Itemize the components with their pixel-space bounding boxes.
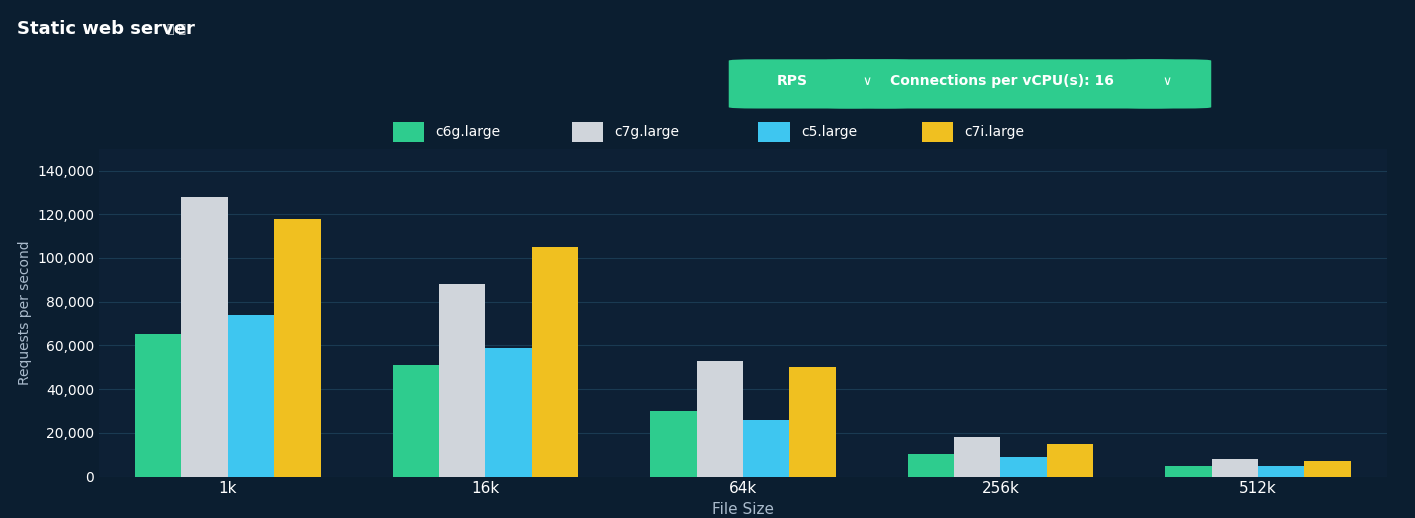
- Text: c7g.large: c7g.large: [614, 125, 679, 139]
- Bar: [649, 411, 696, 477]
- Bar: [1000, 457, 1047, 477]
- Text: Connections per vCPU(s): 16: Connections per vCPU(s): 16: [890, 74, 1115, 89]
- Bar: [134, 335, 181, 477]
- Text: ∨: ∨: [1163, 75, 1172, 88]
- FancyBboxPatch shape: [859, 59, 1177, 108]
- Text: ⓘ ⓘ: ⓘ ⓘ: [167, 23, 185, 36]
- Bar: [485, 348, 532, 477]
- FancyBboxPatch shape: [729, 59, 877, 108]
- Bar: [439, 284, 485, 477]
- FancyBboxPatch shape: [824, 59, 911, 108]
- Bar: [1211, 459, 1258, 477]
- Bar: [1165, 466, 1211, 477]
- Bar: [954, 437, 1000, 477]
- Bar: [532, 247, 579, 477]
- Bar: [228, 315, 275, 477]
- Bar: [1047, 444, 1094, 477]
- Text: Static web server: Static web server: [17, 20, 195, 38]
- Bar: [790, 367, 836, 477]
- Bar: [275, 219, 321, 477]
- Bar: [743, 420, 790, 477]
- Y-axis label: Requests per second: Requests per second: [17, 240, 31, 385]
- Text: c6g.large: c6g.large: [436, 125, 501, 139]
- Text: RPS: RPS: [777, 74, 808, 89]
- FancyBboxPatch shape: [572, 122, 603, 142]
- X-axis label: File Size: File Size: [712, 502, 774, 517]
- Text: c7i.large: c7i.large: [965, 125, 1024, 139]
- Bar: [1258, 466, 1305, 477]
- Bar: [1305, 461, 1351, 477]
- Text: c5.large: c5.large: [801, 125, 857, 139]
- Bar: [392, 365, 439, 477]
- Bar: [907, 454, 954, 477]
- Text: ∨: ∨: [863, 75, 872, 88]
- Bar: [181, 197, 228, 477]
- Bar: [696, 361, 743, 477]
- FancyBboxPatch shape: [393, 122, 424, 142]
- FancyBboxPatch shape: [923, 122, 954, 142]
- FancyBboxPatch shape: [1124, 59, 1211, 108]
- FancyBboxPatch shape: [758, 122, 790, 142]
